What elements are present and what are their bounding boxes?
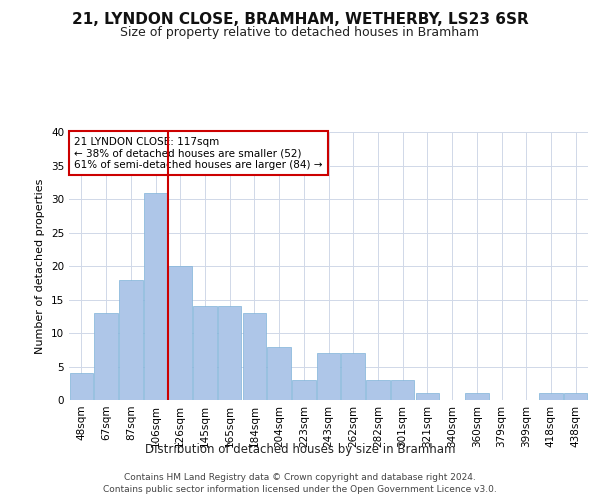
Text: Distribution of detached houses by size in Bramham: Distribution of detached houses by size … <box>145 442 455 456</box>
Bar <box>119 280 143 400</box>
Text: 21 LYNDON CLOSE: 117sqm
← 38% of detached houses are smaller (52)
61% of semi-de: 21 LYNDON CLOSE: 117sqm ← 38% of detache… <box>74 136 323 170</box>
Bar <box>268 346 291 400</box>
Text: Contains public sector information licensed under the Open Government Licence v3: Contains public sector information licen… <box>103 485 497 494</box>
Y-axis label: Number of detached properties: Number of detached properties <box>35 178 46 354</box>
Bar <box>416 394 439 400</box>
Bar <box>218 306 241 400</box>
Bar <box>564 394 587 400</box>
Bar <box>539 394 563 400</box>
Text: Contains HM Land Registry data © Crown copyright and database right 2024.: Contains HM Land Registry data © Crown c… <box>124 472 476 482</box>
Bar <box>317 353 340 400</box>
Bar <box>70 373 93 400</box>
Bar <box>341 353 365 400</box>
Bar <box>292 380 316 400</box>
Bar <box>391 380 415 400</box>
Text: Size of property relative to detached houses in Bramham: Size of property relative to detached ho… <box>121 26 479 39</box>
Bar <box>94 313 118 400</box>
Bar <box>465 394 488 400</box>
Bar <box>193 306 217 400</box>
Bar <box>169 266 192 400</box>
Text: 21, LYNDON CLOSE, BRAMHAM, WETHERBY, LS23 6SR: 21, LYNDON CLOSE, BRAMHAM, WETHERBY, LS2… <box>71 12 529 28</box>
Bar <box>242 313 266 400</box>
Bar <box>144 192 167 400</box>
Bar <box>366 380 389 400</box>
